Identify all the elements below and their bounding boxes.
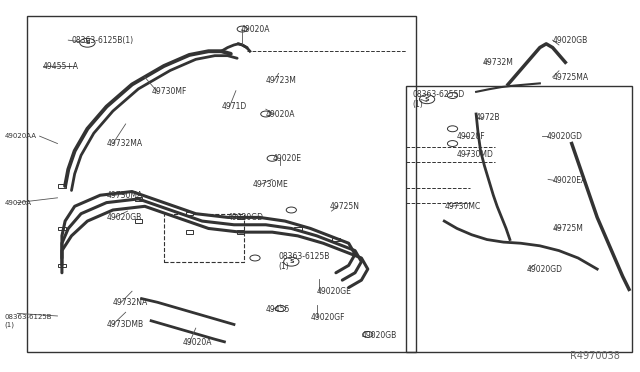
Text: 49020A: 49020A — [241, 25, 270, 33]
Text: 49455+A: 49455+A — [43, 61, 79, 71]
Bar — [332, 238, 340, 241]
Text: 49020A: 49020A — [183, 339, 212, 347]
Text: 49020EA: 49020EA — [552, 176, 587, 185]
Text: 49725MA: 49725MA — [552, 73, 589, 81]
Bar — [406, 86, 632, 352]
Text: 49020GB: 49020GB — [106, 213, 142, 222]
Circle shape — [267, 155, 277, 161]
Bar — [186, 230, 193, 234]
Text: 49020A: 49020A — [4, 200, 31, 206]
Text: 49020GB: 49020GB — [362, 331, 397, 340]
Text: 49730MD: 49730MD — [457, 150, 494, 159]
Text: 08363-6125B(1): 08363-6125B(1) — [72, 36, 134, 45]
Bar — [58, 264, 66, 267]
Text: 49020GB: 49020GB — [552, 36, 588, 45]
Text: 08363-6125B
(1): 08363-6125B (1) — [278, 252, 330, 272]
Bar — [294, 227, 301, 230]
Circle shape — [447, 126, 458, 132]
Circle shape — [419, 95, 435, 104]
Circle shape — [80, 38, 95, 47]
Text: 4973DMB: 4973DMB — [106, 320, 143, 329]
Text: 49725M: 49725M — [552, 224, 584, 233]
Circle shape — [250, 255, 260, 261]
Bar — [27, 16, 415, 352]
Text: 49020GD: 49020GD — [228, 213, 264, 222]
Text: 49020AA: 49020AA — [4, 133, 36, 139]
Text: S: S — [85, 40, 90, 45]
Text: 49730MA: 49730MA — [106, 191, 143, 200]
Bar — [58, 227, 66, 230]
Circle shape — [237, 26, 247, 32]
Circle shape — [260, 111, 271, 117]
Text: 49732M: 49732M — [483, 58, 513, 67]
Bar — [134, 219, 142, 223]
Text: 4971D: 4971D — [221, 102, 246, 111]
Circle shape — [447, 141, 458, 147]
Text: S: S — [289, 259, 294, 264]
Text: 4972B: 4972B — [476, 113, 500, 122]
Text: 49732MA: 49732MA — [106, 139, 143, 148]
Text: 49730MC: 49730MC — [444, 202, 481, 211]
Text: 49730ME: 49730ME — [253, 180, 289, 189]
Text: R4970038: R4970038 — [570, 352, 620, 361]
Bar — [58, 184, 66, 188]
Text: 49020GD: 49020GD — [527, 264, 563, 273]
Text: 08363-6255D
(1): 08363-6255D (1) — [412, 90, 465, 109]
Bar — [134, 197, 142, 201]
Circle shape — [284, 257, 299, 266]
Circle shape — [363, 331, 373, 337]
Circle shape — [447, 93, 458, 99]
Text: 49723M: 49723M — [266, 76, 297, 85]
Text: 49020GD: 49020GD — [546, 132, 582, 141]
Text: S: S — [425, 97, 429, 102]
Bar — [237, 230, 244, 234]
Bar — [237, 216, 244, 219]
Text: 08363-6125B
(1): 08363-6125B (1) — [4, 314, 52, 327]
Text: 49020GF: 49020GF — [310, 312, 345, 321]
Text: 49455: 49455 — [266, 305, 290, 314]
Text: 49020A: 49020A — [266, 109, 295, 119]
Bar — [186, 212, 193, 215]
Circle shape — [275, 306, 285, 311]
Circle shape — [286, 207, 296, 213]
Text: 49020F: 49020F — [457, 132, 486, 141]
Text: 49020GE: 49020GE — [317, 287, 352, 296]
Text: 49732NA: 49732NA — [113, 298, 148, 307]
Bar — [164, 214, 244, 262]
Text: 49730MF: 49730MF — [151, 87, 186, 96]
Text: 49725N: 49725N — [330, 202, 360, 211]
Text: 49020E: 49020E — [272, 154, 301, 163]
